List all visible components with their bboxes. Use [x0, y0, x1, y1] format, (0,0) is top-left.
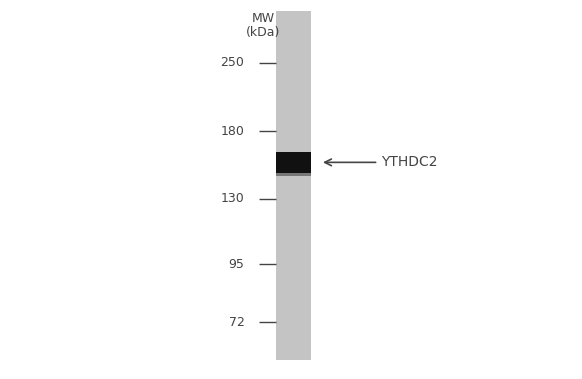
Text: MW: MW [252, 13, 275, 25]
Bar [276, 11, 311, 360]
Bar [276, 152, 311, 173]
Text: 180: 180 [221, 125, 244, 138]
Bar [276, 173, 311, 176]
Text: YTHDC2: YTHDC2 [325, 155, 438, 169]
Text: (kDa): (kDa) [246, 26, 281, 39]
Text: 250: 250 [221, 56, 244, 69]
Text: 130: 130 [221, 193, 244, 205]
Text: 95: 95 [229, 258, 244, 271]
Text: 72: 72 [229, 316, 244, 329]
